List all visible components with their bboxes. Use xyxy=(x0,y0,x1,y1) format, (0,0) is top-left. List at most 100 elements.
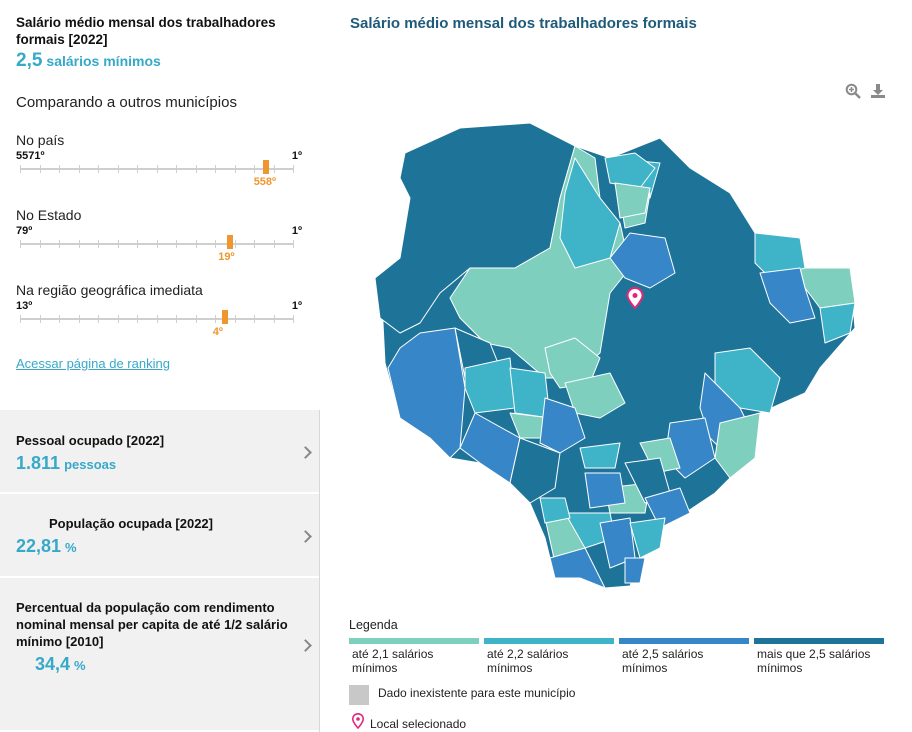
rank-tick xyxy=(273,315,275,323)
zoom-icon[interactable] xyxy=(845,83,861,99)
rank-tick xyxy=(273,240,275,248)
card-number: 34,4 xyxy=(35,654,71,674)
rank-tick xyxy=(98,315,99,323)
region-s-cyan xyxy=(579,442,621,469)
rank-track xyxy=(20,315,294,323)
region-c-cyan xyxy=(464,357,516,414)
rank-position: 19º xyxy=(218,251,235,263)
nodata-swatch xyxy=(349,685,369,705)
rank-tick xyxy=(176,315,177,323)
rank-tick xyxy=(39,315,41,323)
indicator-unit: salários mínimos xyxy=(46,53,161,69)
indicator-number: 2,5 xyxy=(16,50,43,71)
card-unit: % xyxy=(74,658,86,673)
legend-swatch xyxy=(349,638,479,644)
rank-tick xyxy=(137,315,138,323)
region-top-cyan xyxy=(604,152,656,189)
rank-tick xyxy=(20,240,21,248)
legend-item: até 2,2 salários mínimos xyxy=(484,638,614,675)
rank-tick xyxy=(273,165,275,173)
rank-state: No Estado 79º 1º 19º xyxy=(16,207,306,267)
selected-location-label: Local selecionado xyxy=(370,717,467,731)
card-low-income[interactable]: Percentual da população com rendimento n… xyxy=(0,578,320,732)
indicator-value: 2,5 salários mínimos xyxy=(16,50,311,72)
legend-label: mais que 2,5 salários mínimos xyxy=(757,647,871,675)
comparison-title: Comparando a outros municípios xyxy=(16,94,237,111)
rank-tick xyxy=(98,165,99,173)
rank-tick xyxy=(215,165,216,173)
card-title: Percentual da população com rendimento n… xyxy=(16,600,288,649)
rank-tick xyxy=(117,165,119,173)
rank-tick xyxy=(39,240,41,248)
rank-region: Na região geográfica imediata 13º 1º 4º xyxy=(16,282,306,342)
rank-right-end: 1º xyxy=(291,150,302,162)
rank-tick xyxy=(234,165,236,173)
region-e-light xyxy=(714,412,761,479)
region-ne-blue xyxy=(759,267,816,324)
rank-label: No país xyxy=(16,132,65,148)
legend-item: até 2,1 salários mínimos xyxy=(349,638,479,675)
rank-tick xyxy=(176,240,177,248)
region-s-blue4 xyxy=(624,557,646,584)
state-map[interactable] xyxy=(360,118,870,598)
nodata-label: Dado inexistente para este município xyxy=(378,686,576,700)
rank-tick xyxy=(293,315,294,323)
card-value: 22,81% xyxy=(16,536,286,557)
selected-location-pin xyxy=(626,286,644,310)
region-s-cyan2 xyxy=(629,517,666,559)
chevron-right-icon xyxy=(299,446,312,459)
rank-tick xyxy=(59,165,60,173)
rank-label: No Estado xyxy=(16,207,82,223)
region-c-blue2 xyxy=(539,397,586,454)
location-pin-icon xyxy=(352,713,364,729)
rank-tick xyxy=(137,165,138,173)
rank-label: Na região geográfica imediata xyxy=(16,282,203,298)
rank-track xyxy=(20,165,294,173)
ranking-page-link[interactable]: Acessar página de ranking xyxy=(16,356,170,371)
rank-right-end: 1º xyxy=(291,300,302,312)
rank-tick xyxy=(59,315,60,323)
legend-label: até 2,1 salários mínimos xyxy=(352,647,434,675)
rank-right-end: 1º xyxy=(291,225,302,237)
rank-tick xyxy=(20,165,21,173)
chevron-right-icon xyxy=(299,639,312,652)
download-icon[interactable] xyxy=(870,83,886,99)
rank-marker xyxy=(262,160,269,174)
municipality-map-svg[interactable] xyxy=(360,118,870,598)
card-value: 34,4% xyxy=(16,654,291,675)
legend-swatch xyxy=(484,638,614,644)
region-sw-blue xyxy=(549,547,606,589)
rank-tick xyxy=(254,165,255,173)
rank-left-end: 5571º xyxy=(16,150,45,162)
card-employed-people[interactable]: Pessoal ocupado [2022] 1.811 pessoas xyxy=(0,410,320,494)
card-title: Pessoal ocupado [2022] xyxy=(16,433,165,448)
legend-label: até 2,2 salários mínimos xyxy=(487,647,569,675)
rank-tick xyxy=(137,240,138,248)
card-employed-population[interactable]: População ocupada [2022] 22,81% xyxy=(0,494,320,578)
rank-marker xyxy=(227,235,234,249)
rank-country: No país 5571º 1º 558º xyxy=(16,132,306,192)
rank-position: 4º xyxy=(212,326,223,338)
legend-item: até 2,5 salários mínimos xyxy=(619,638,749,675)
region-c-dark xyxy=(509,437,561,504)
panel-divider xyxy=(319,410,320,732)
rank-tick xyxy=(254,315,255,323)
legend-swatch xyxy=(619,638,749,644)
region-s-blue2 xyxy=(584,472,626,509)
rank-tick xyxy=(156,315,158,323)
rank-tick xyxy=(234,315,236,323)
region-n-cyan xyxy=(559,157,621,269)
rank-tick xyxy=(59,240,60,248)
rank-tick xyxy=(98,240,99,248)
rank-tick xyxy=(195,240,197,248)
legend-title: Legenda xyxy=(349,618,398,632)
region-top-light xyxy=(614,182,651,219)
legend-label: até 2,5 salários mínimos xyxy=(622,647,704,675)
rank-tick xyxy=(78,165,80,173)
card-unit: % xyxy=(65,540,77,555)
card-number: 22,81 xyxy=(16,536,62,556)
rank-tick xyxy=(293,165,294,173)
card-number: 1.811 xyxy=(16,453,61,473)
rank-tick xyxy=(195,165,197,173)
region-c-blue xyxy=(459,412,521,484)
